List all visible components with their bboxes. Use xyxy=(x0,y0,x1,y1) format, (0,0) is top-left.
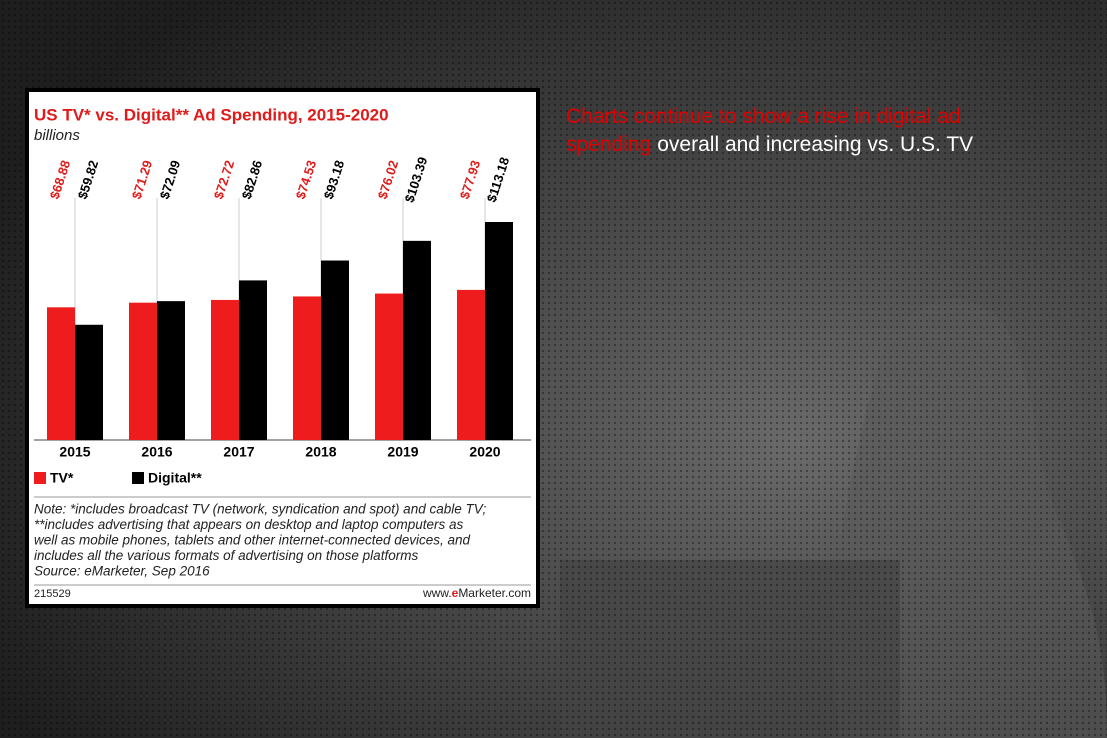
bar xyxy=(157,301,185,440)
x-tick-label: 2018 xyxy=(305,444,336,460)
note: includes all the various formats of adve… xyxy=(34,548,418,563)
x-tick-label: 2020 xyxy=(469,444,500,460)
note: well as mobile phones, tablets and other… xyxy=(34,533,471,548)
source-site-part: Marketer.com xyxy=(458,586,531,600)
note: Note: *includes broadcast TV (network, s… xyxy=(34,502,486,517)
legend-label: TV* xyxy=(50,470,74,486)
x-tick-label: 2016 xyxy=(141,444,172,460)
headline-highlight: spending xyxy=(566,133,651,156)
bar xyxy=(403,240,431,440)
x-tick-label: 2015 xyxy=(59,444,90,460)
bar xyxy=(239,280,267,440)
source-site-part: e xyxy=(452,586,459,600)
legend-label: Digital** xyxy=(148,470,202,486)
chart-id: 215529 xyxy=(34,588,71,600)
headline: Charts continue to show a rise in digita… xyxy=(566,105,973,156)
chart-panel xyxy=(25,88,540,608)
bar xyxy=(211,299,239,440)
bar xyxy=(321,260,349,440)
bar xyxy=(75,324,103,440)
bar xyxy=(375,293,403,440)
bar xyxy=(457,289,485,440)
x-tick-label: 2019 xyxy=(387,444,418,460)
legend-swatch xyxy=(34,472,46,484)
bar xyxy=(485,222,513,440)
source-site-part: www. xyxy=(422,586,452,600)
bar xyxy=(129,302,157,440)
chart-subtitle: billions xyxy=(34,127,80,144)
x-tick-label: 2017 xyxy=(223,444,254,460)
headline-highlight: Charts continue to show a rise in digita… xyxy=(566,105,961,128)
note: **includes advertising that appears on d… xyxy=(34,517,464,532)
bar xyxy=(293,296,321,440)
note: Source: eMarketer, Sep 2016 xyxy=(34,564,210,579)
headline-rest: overall and increasing vs. U.S. TV xyxy=(657,133,973,156)
bar xyxy=(47,307,75,440)
chart-title: US TV* vs. Digital** Ad Spending, 2015-2… xyxy=(34,105,389,124)
source-site: www.eMarketer.com xyxy=(422,586,531,600)
legend-swatch xyxy=(132,472,144,484)
